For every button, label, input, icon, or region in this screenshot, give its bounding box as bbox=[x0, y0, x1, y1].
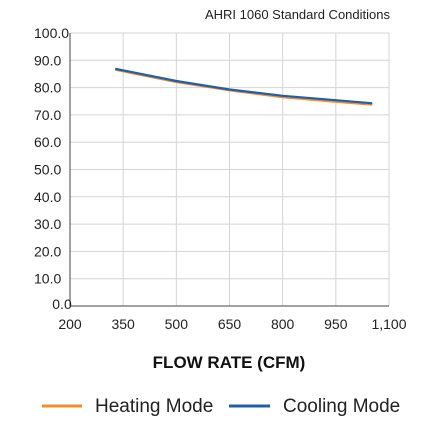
y-tick-label: 40.0 bbox=[34, 189, 61, 205]
series-line-cooling-mode bbox=[114, 67, 373, 105]
series-lines bbox=[114, 67, 373, 106]
x-tick-label: 650 bbox=[218, 316, 242, 332]
x-tick-label: 350 bbox=[111, 316, 135, 332]
legend-label-cooling-mode: Cooling Mode bbox=[283, 396, 400, 417]
chart-annotation: AHRI 1060 Standard Conditions bbox=[205, 7, 391, 22]
y-tick-label: 0.0 bbox=[52, 296, 72, 312]
x-tick-label: 950 bbox=[324, 316, 348, 332]
y-tick-label: 80.0 bbox=[34, 80, 61, 96]
y-tick-label: 50.0 bbox=[34, 162, 61, 178]
x-tick-label: 800 bbox=[271, 316, 295, 332]
x-axis-label: FLOW RATE (CFM) bbox=[153, 353, 306, 372]
legend-label-heating-mode: Heating Mode bbox=[95, 396, 213, 417]
y-tick-label: 60.0 bbox=[34, 134, 61, 150]
y-tick-label: 10.0 bbox=[34, 271, 61, 287]
y-tick-label: 100.0 bbox=[34, 25, 69, 41]
x-tick-label: 200 bbox=[58, 316, 82, 332]
legend: Heating Mode Cooling Mode bbox=[42, 396, 400, 417]
y-tick-label: 20.0 bbox=[34, 243, 61, 259]
y-tick-label: 70.0 bbox=[34, 107, 61, 123]
y-tick-label: 30.0 bbox=[34, 216, 61, 232]
y-tick-label: 90.0 bbox=[34, 52, 61, 68]
x-axis-ticks: 200 350 500 650 800 950 1,100 bbox=[58, 316, 406, 332]
x-tick-label: 1,100 bbox=[371, 316, 406, 332]
grid bbox=[70, 32, 390, 306]
y-axis-ticks: 0.0 10.0 20.0 30.0 40.0 50.0 60.0 70.0 80.0 90.0 1… bbox=[34, 25, 72, 312]
x-tick-label: 500 bbox=[165, 316, 189, 332]
axes bbox=[69, 33, 389, 307]
